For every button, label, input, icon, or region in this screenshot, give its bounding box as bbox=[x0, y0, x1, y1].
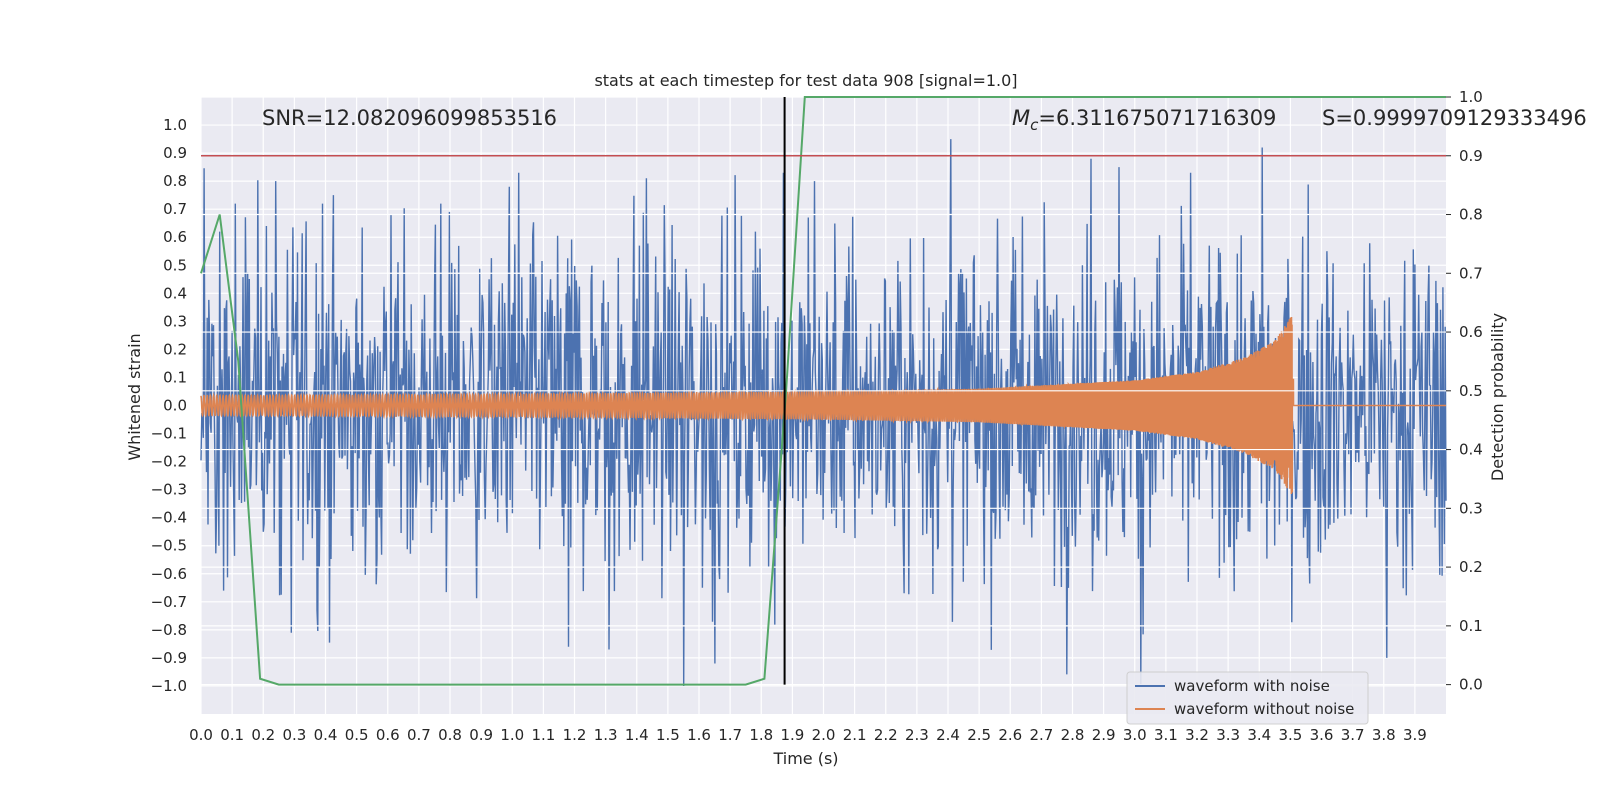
x-tick-label: 3.1 bbox=[1154, 726, 1178, 744]
x-tick-label: 2.4 bbox=[936, 726, 960, 744]
chart-title: stats at each timestep for test data 908… bbox=[594, 71, 1017, 90]
y-tick-label: −0.8 bbox=[151, 621, 187, 639]
x-tick-label: 3.8 bbox=[1372, 726, 1396, 744]
x-tick-label: 2.5 bbox=[967, 726, 991, 744]
legend-label-clean: waveform without noise bbox=[1174, 700, 1354, 718]
x-tick-label: 1.8 bbox=[749, 726, 773, 744]
legend: waveform with noise waveform without noi… bbox=[1126, 671, 1369, 725]
x-tick-label: 2.9 bbox=[1092, 726, 1116, 744]
y-right-tick-label: 0.0 bbox=[1459, 676, 1483, 694]
y-tick-label: 0.7 bbox=[163, 200, 187, 218]
x-tick-label: 1.0 bbox=[500, 726, 524, 744]
y-tick-label: 0.2 bbox=[163, 340, 187, 358]
series-waveform-without-noise bbox=[200, 316, 1446, 495]
y-tick-label: 1.0 bbox=[163, 116, 187, 134]
y-tick-label: 0.3 bbox=[163, 312, 187, 330]
y-tick-label: 0.8 bbox=[163, 172, 187, 190]
y-tick-label: −0.1 bbox=[151, 425, 187, 443]
y-tick-label: −0.4 bbox=[151, 509, 187, 527]
y-right-tick-label: 0.1 bbox=[1459, 617, 1483, 635]
x-tick-label: 0.1 bbox=[220, 726, 244, 744]
x-tick-label: 0.4 bbox=[314, 726, 338, 744]
tick-labels: 0.0 0.1 0.2 0.3 0.4 0.5 0.6 0.7 0.8 0.9 1.0 1.1 1.2 1… bbox=[151, 88, 1483, 744]
y-right-tick-label: 0.5 bbox=[1459, 382, 1483, 400]
y-right-tick-label: 0.8 bbox=[1459, 206, 1483, 224]
x-tick-label: 1.7 bbox=[718, 726, 742, 744]
y-axis-label: Whitened strain bbox=[125, 333, 144, 460]
snr-annotation: SNR=12.082096099853516 bbox=[262, 106, 557, 130]
chirp-mass-value: =6.311675071716309 bbox=[1038, 106, 1276, 130]
x-tick-label: 2.2 bbox=[874, 726, 898, 744]
x-tick-label: 0.7 bbox=[407, 726, 431, 744]
x-tick-label: 0.6 bbox=[376, 726, 400, 744]
y-tick-label: 0.1 bbox=[163, 368, 187, 386]
x-tick-label: 3.4 bbox=[1247, 726, 1271, 744]
x-tick-label: 1.2 bbox=[563, 726, 587, 744]
x-tick-label: 3.2 bbox=[1185, 726, 1209, 744]
legend-label-noise: waveform with noise bbox=[1174, 677, 1330, 695]
x-tick-label: 2.1 bbox=[843, 726, 867, 744]
chirp-mass-symbol: M bbox=[1012, 106, 1030, 130]
x-tick-label: 3.5 bbox=[1278, 726, 1302, 744]
detection-probability-line bbox=[200, 96, 1446, 686]
x-tick-label: 1.4 bbox=[625, 726, 649, 744]
x-tick-label: 2.6 bbox=[998, 726, 1022, 744]
y-tick-label: −0.2 bbox=[151, 453, 187, 471]
chirp-mass-annotation: Mc=6.311675071716309 bbox=[1012, 106, 1276, 134]
y-tick-label: 0.0 bbox=[163, 397, 187, 415]
y-right-tick-label: 0.9 bbox=[1459, 147, 1483, 165]
y-axis-right-label: Detection probability bbox=[1488, 313, 1507, 481]
x-tick-label: 1.5 bbox=[656, 726, 680, 744]
y-tick-label: −1.0 bbox=[151, 677, 187, 695]
y-right-tick-label: 0.2 bbox=[1459, 558, 1483, 576]
y-tick-label: 0.5 bbox=[163, 256, 187, 274]
x-tick-label: 0.3 bbox=[282, 726, 306, 744]
y-right-tick-label: 0.3 bbox=[1459, 499, 1483, 517]
x-tick-label: 1.3 bbox=[594, 726, 618, 744]
legend-box bbox=[1126, 671, 1369, 725]
y-tick-label: −0.9 bbox=[151, 649, 187, 667]
x-tick-label: 0.2 bbox=[251, 726, 275, 744]
x-tick-label: 3.0 bbox=[1123, 726, 1147, 744]
x-tick-label: 0.8 bbox=[438, 726, 462, 744]
x-tick-label: 1.6 bbox=[687, 726, 711, 744]
x-tick-label: 3.6 bbox=[1310, 726, 1334, 744]
waveform-without-noise-line bbox=[200, 316, 1446, 495]
x-tick-label: 0.5 bbox=[345, 726, 369, 744]
y-tick-label: −0.3 bbox=[151, 481, 187, 499]
x-tick-label: 3.7 bbox=[1341, 726, 1365, 744]
y-right-tick-label: 1.0 bbox=[1459, 88, 1483, 106]
x-tick-label: 2.3 bbox=[905, 726, 929, 744]
x-tick-label: 0.0 bbox=[189, 726, 213, 744]
x-tick-label: 1.9 bbox=[780, 726, 804, 744]
y-tick-label: −0.5 bbox=[151, 537, 187, 555]
x-tick-label: 3.9 bbox=[1403, 726, 1427, 744]
x-tick-label: 2.7 bbox=[1029, 726, 1053, 744]
y-tick-label: 0.6 bbox=[163, 228, 187, 246]
y-right-tick-label: 0.4 bbox=[1459, 441, 1483, 459]
series-detection-probability bbox=[200, 96, 1446, 686]
x-tick-label: 3.3 bbox=[1216, 726, 1240, 744]
x-axis-label: Time (s) bbox=[772, 749, 838, 768]
y-tick-label: 0.4 bbox=[163, 284, 187, 302]
x-tick-label: 0.9 bbox=[469, 726, 493, 744]
y-right-tick-label: 0.7 bbox=[1459, 264, 1483, 282]
x-tick-label: 2.0 bbox=[812, 726, 836, 744]
y-tick-label: −0.7 bbox=[151, 593, 187, 611]
y-right-tick-label: 0.6 bbox=[1459, 323, 1483, 341]
x-tick-label: 1.1 bbox=[531, 726, 555, 744]
x-tick-label: 2.8 bbox=[1061, 726, 1085, 744]
y-tick-label: 0.9 bbox=[163, 144, 187, 162]
y-tick-label: −0.6 bbox=[151, 565, 187, 583]
score-annotation: S=0.9999709129333496 bbox=[1322, 106, 1587, 130]
chirp-mass-subscript: c bbox=[1030, 116, 1039, 134]
reference-lines bbox=[201, 97, 1446, 685]
